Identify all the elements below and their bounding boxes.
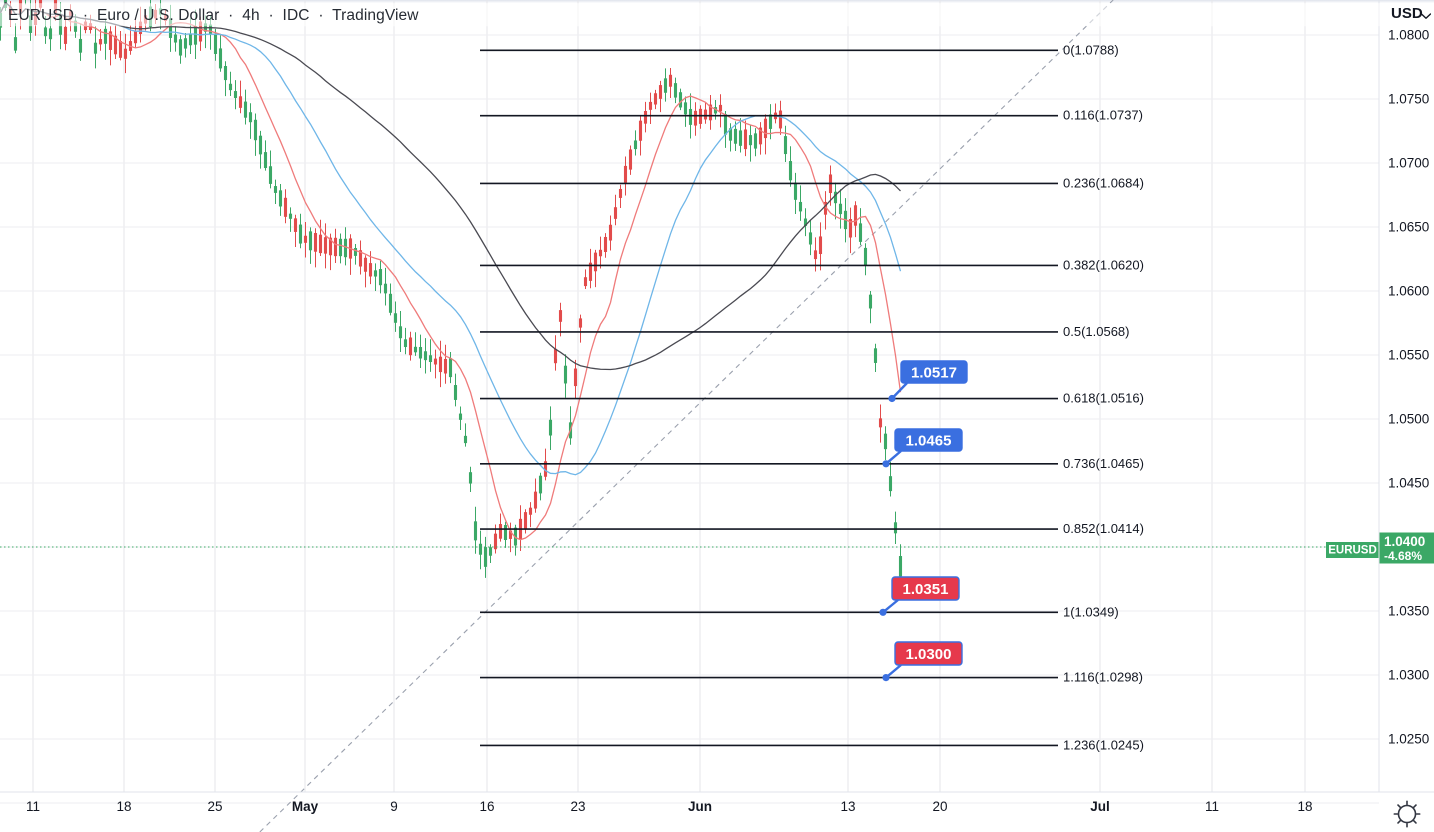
- svg-text:0.382(1.0620): 0.382(1.0620): [1063, 257, 1144, 272]
- svg-text:1.0351: 1.0351: [903, 581, 949, 598]
- svg-text:1.0800: 1.0800: [1388, 28, 1429, 43]
- svg-text:0.852(1.0414): 0.852(1.0414): [1063, 521, 1144, 536]
- svg-text:25: 25: [207, 799, 222, 814]
- svg-text:0.618(1.0516): 0.618(1.0516): [1063, 391, 1144, 406]
- svg-text:1.0500: 1.0500: [1388, 412, 1429, 427]
- svg-text:1.0400: 1.0400: [1384, 534, 1425, 549]
- svg-text:1.0750: 1.0750: [1388, 92, 1429, 107]
- svg-text:18: 18: [1297, 799, 1312, 814]
- svg-text:1.0650: 1.0650: [1388, 220, 1429, 235]
- svg-text:-4.68%: -4.68%: [1384, 549, 1422, 563]
- svg-text:1.0600: 1.0600: [1388, 284, 1429, 299]
- svg-text:0.236(1.0684): 0.236(1.0684): [1063, 175, 1144, 190]
- svg-text:11: 11: [1205, 799, 1219, 814]
- svg-text:1.0700: 1.0700: [1388, 156, 1429, 171]
- svg-text:0(1.0788): 0(1.0788): [1063, 42, 1119, 57]
- svg-text:13: 13: [840, 799, 855, 814]
- svg-text:1.0517: 1.0517: [911, 365, 957, 382]
- svg-text:EURUSD: EURUSD: [1328, 545, 1377, 557]
- svg-text:20: 20: [932, 799, 947, 814]
- svg-text:1.0465: 1.0465: [906, 433, 952, 450]
- svg-text:Jun: Jun: [688, 799, 712, 814]
- svg-text:0.116(1.0737): 0.116(1.0737): [1063, 108, 1143, 123]
- svg-text:Jul: Jul: [1090, 799, 1110, 814]
- svg-text:18: 18: [116, 799, 131, 814]
- svg-text:0.736(1.0465): 0.736(1.0465): [1063, 456, 1144, 471]
- svg-text:1.236(1.0245): 1.236(1.0245): [1063, 737, 1144, 752]
- svg-text:1.0350: 1.0350: [1388, 604, 1429, 619]
- svg-text:16: 16: [479, 799, 494, 814]
- svg-text:9: 9: [390, 799, 398, 814]
- svg-text:1.0250: 1.0250: [1388, 732, 1429, 747]
- svg-text:23: 23: [570, 799, 585, 814]
- svg-text:1.0450: 1.0450: [1388, 476, 1429, 491]
- svg-text:1.0300: 1.0300: [906, 646, 952, 663]
- svg-text:1.116(1.0298): 1.116(1.0298): [1063, 670, 1143, 685]
- svg-text:May: May: [292, 799, 319, 814]
- svg-text:0.5(1.0568): 0.5(1.0568): [1063, 324, 1130, 339]
- svg-text:1(1.0349): 1(1.0349): [1063, 604, 1119, 619]
- svg-text:1.0300: 1.0300: [1388, 668, 1429, 683]
- svg-text:11: 11: [26, 799, 40, 814]
- svg-text:1.0550: 1.0550: [1388, 348, 1429, 363]
